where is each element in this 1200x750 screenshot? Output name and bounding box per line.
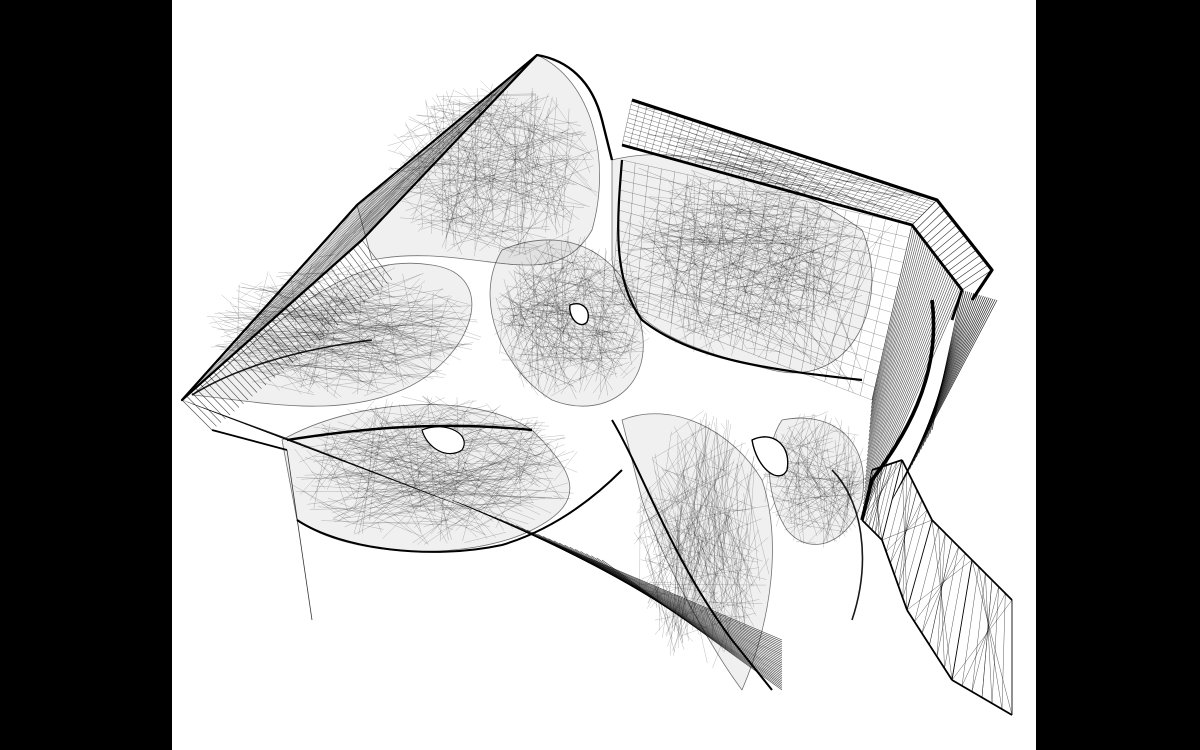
letterbox-right [1036,0,1200,750]
letterbox-left [0,0,172,750]
render-canvas [172,0,1036,750]
mesh-edges [180,53,1013,716]
mesh-surfaces [181,54,1013,716]
wireframe-render [180,53,1013,716]
